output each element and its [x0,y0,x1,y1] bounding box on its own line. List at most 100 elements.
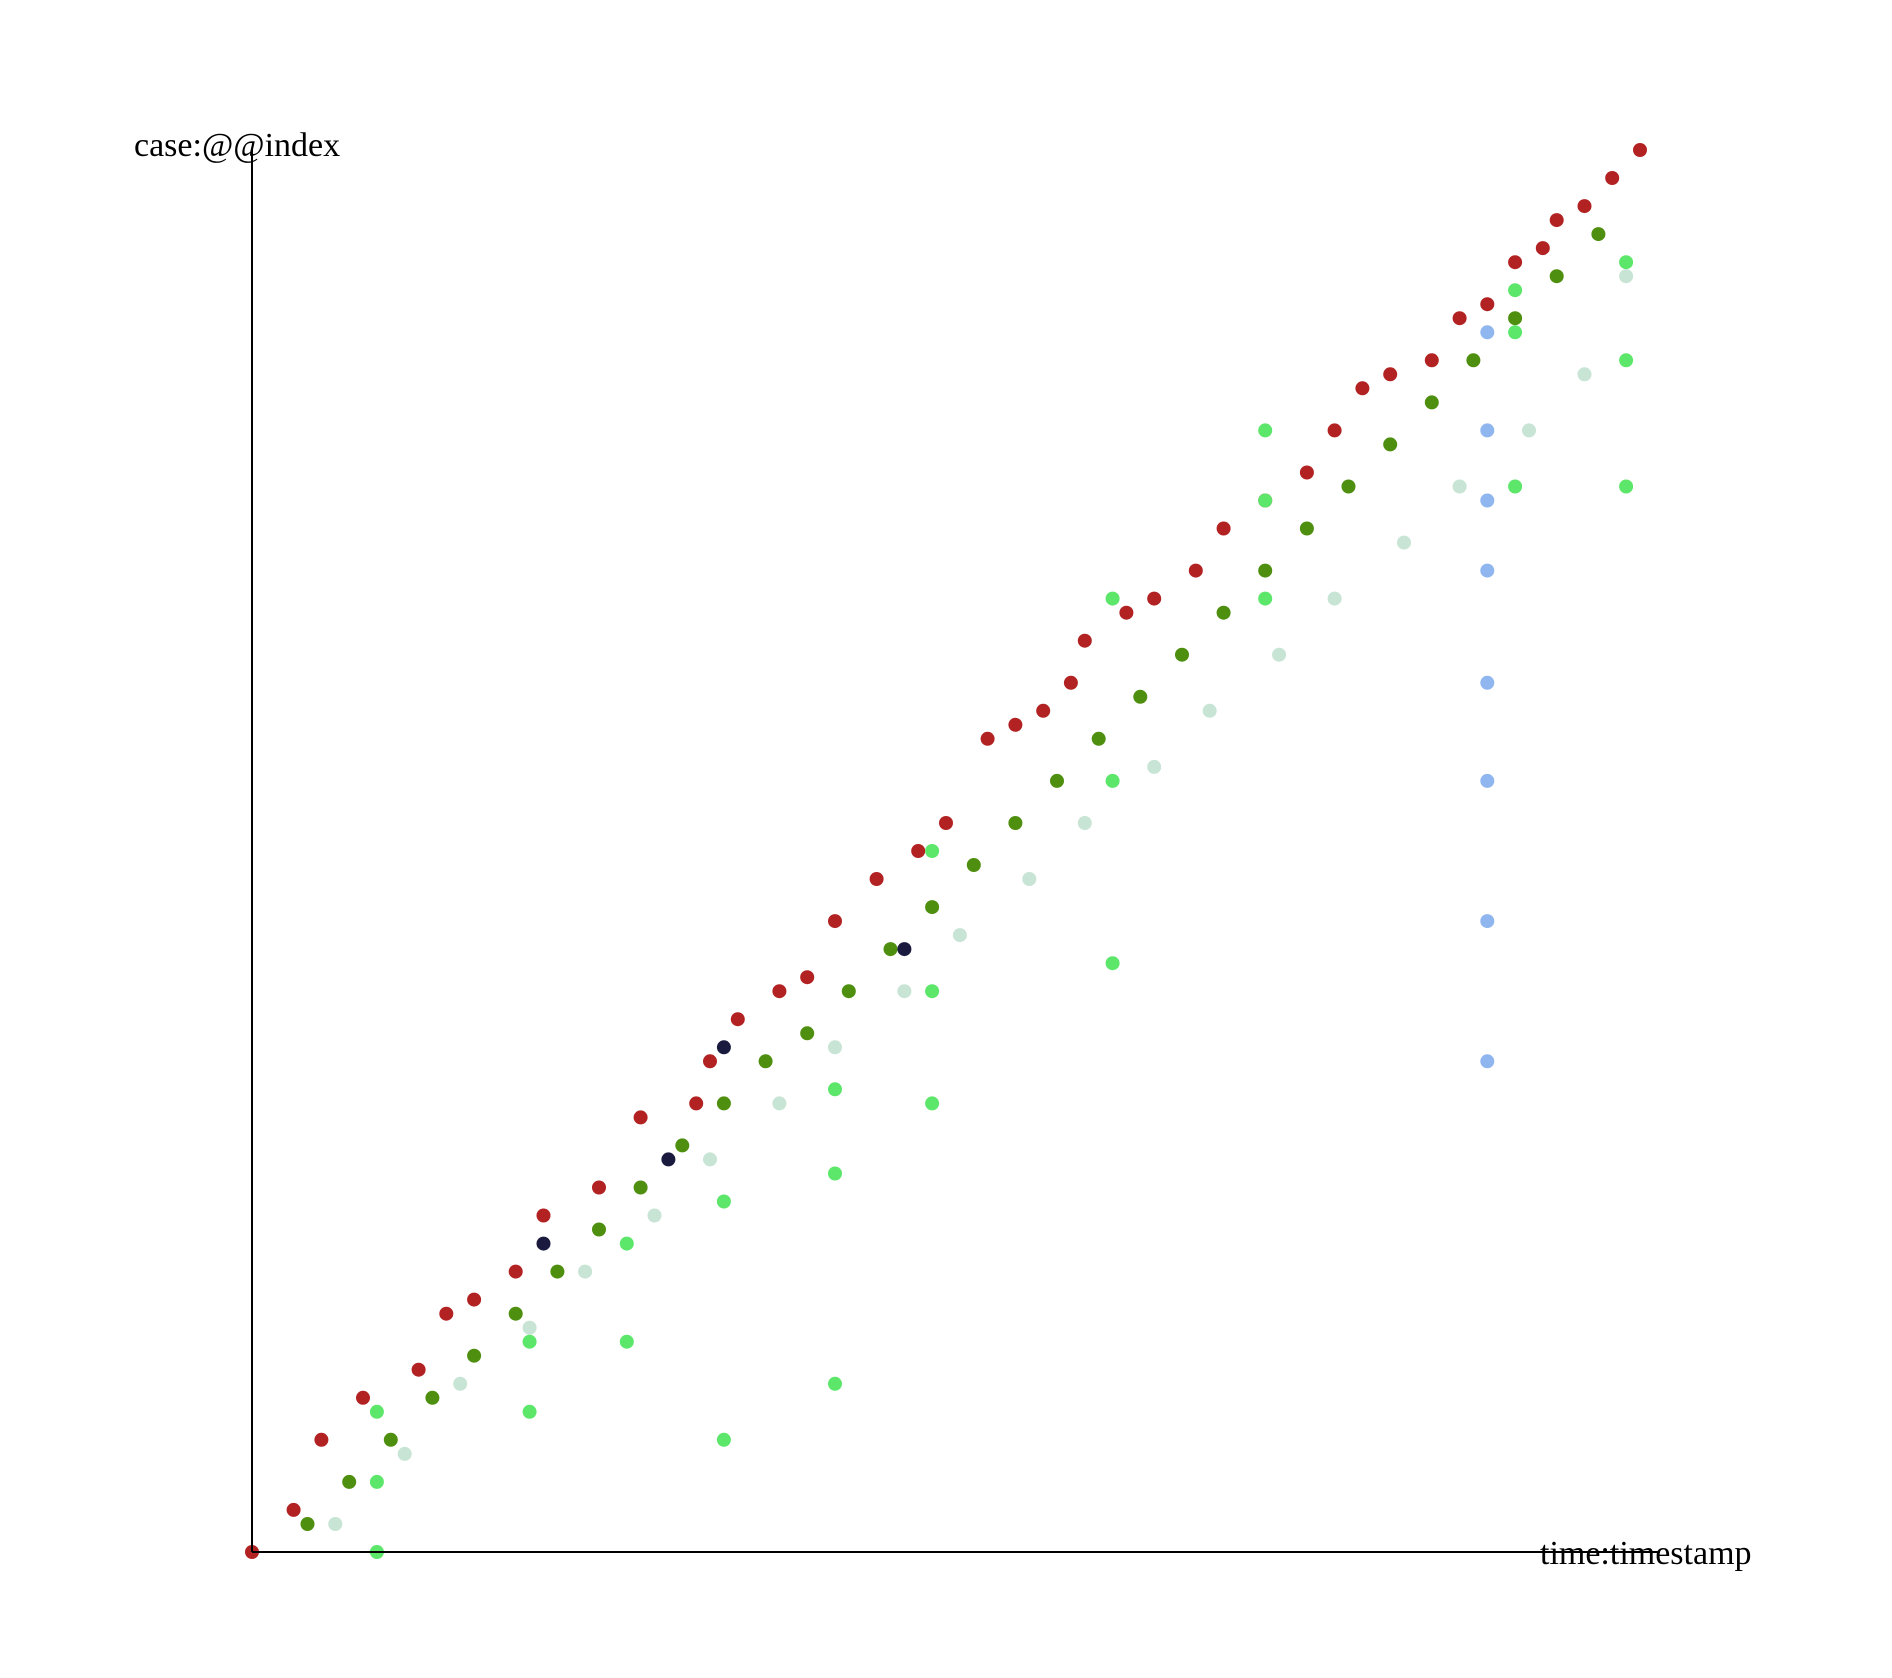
point-0-36 [1480,297,1495,312]
point-0-33 [1383,367,1398,382]
point-0-40 [1577,199,1592,214]
point-2-8 [828,1040,842,1055]
point-0-5 [439,1306,454,1321]
point-0-37 [1508,255,1523,270]
point-4-1 [369,1474,384,1489]
point-0-7 [508,1264,523,1279]
point-0-35 [1452,311,1467,326]
point-1-9 [675,1138,690,1153]
point-3-0 [1480,1054,1495,1069]
points-layer [245,143,1647,1559]
point-2-4 [578,1264,593,1279]
point-4-25 [1619,353,1634,368]
point-2-20 [1577,367,1592,382]
point-4-12 [925,1096,940,1111]
point-4-15 [1105,956,1120,971]
point-0-23 [1063,675,1078,690]
point-1-31 [1591,227,1606,242]
point-4-17 [1105,591,1120,606]
series-0 [245,143,1647,1559]
point-4-20 [1258,423,1273,438]
point-0-30 [1299,465,1314,480]
point-1-6 [550,1264,565,1279]
point-1-25 [1341,479,1356,494]
point-2-11 [1022,872,1037,886]
point-2-12 [1077,816,1092,830]
point-0-8 [536,1208,551,1223]
point-0-26 [1147,591,1162,606]
point-0-16 [828,914,842,929]
point-4-11 [828,1082,842,1097]
point-4-16 [1105,773,1120,788]
point-4-22 [1508,325,1523,340]
point-1-20 [1133,689,1148,704]
point-0-32 [1355,381,1370,396]
point-4-13 [925,984,940,999]
point-2-7 [772,1096,787,1111]
point-2-10 [952,928,967,943]
series-4 [369,255,1634,1559]
point-1-29 [1508,311,1523,326]
point-2-2 [453,1376,468,1391]
point-4-8 [716,1432,731,1447]
point-0-34 [1424,353,1439,368]
point-4-3 [522,1404,537,1419]
point-0-12 [703,1054,717,1069]
point-0-4 [411,1362,426,1377]
point-0-19 [939,816,953,830]
point-1-3 [425,1390,440,1405]
point-0-39 [1549,213,1564,228]
series-5 [536,942,912,1251]
point-4-21 [1508,479,1523,494]
point-4-18 [1258,591,1273,606]
point-0-15 [800,970,815,985]
point-2-6 [703,1152,717,1167]
point-1-17 [1008,816,1023,830]
point-0-20 [980,731,995,746]
point-5-3 [897,942,912,957]
point-1-7 [592,1222,606,1237]
series-3 [1480,325,1495,1069]
point-1-26 [1383,437,1398,452]
point-2-15 [1272,647,1287,662]
point-1-21 [1175,647,1189,662]
point-0-17 [869,872,884,886]
point-2-21 [1619,269,1634,284]
point-1-18 [1050,773,1064,788]
point-1-12 [800,1026,815,1041]
point-0-41 [1605,171,1620,185]
point-4-10 [828,1166,842,1181]
point-0-3 [356,1390,370,1405]
point-4-26 [1619,255,1634,270]
point-0-11 [689,1096,704,1111]
point-1-11 [758,1054,773,1069]
point-1-23 [1258,563,1273,578]
point-2-0 [328,1517,343,1531]
point-1-10 [716,1096,731,1111]
point-2-3 [522,1320,537,1335]
point-2-5 [647,1208,662,1223]
point-2-16 [1327,591,1342,606]
point-1-28 [1466,353,1481,368]
point-2-9 [897,984,912,999]
point-0-14 [772,984,787,999]
point-1-8 [633,1180,648,1195]
point-1-1 [342,1474,357,1489]
point-1-2 [383,1432,398,1447]
point-1-27 [1424,395,1439,410]
point-1-14 [883,942,898,957]
point-3-5 [1480,493,1495,508]
point-4-24 [1619,479,1634,494]
point-4-5 [619,1334,634,1349]
point-4-2 [369,1404,384,1419]
point-0-18 [911,844,926,858]
point-4-19 [1258,493,1273,508]
point-3-1 [1480,914,1495,929]
point-3-3 [1480,675,1495,690]
point-0-31 [1327,423,1342,438]
point-2-14 [1202,703,1217,718]
point-5-0 [536,1236,551,1251]
point-0-27 [1188,563,1203,578]
point-3-2 [1480,773,1495,788]
